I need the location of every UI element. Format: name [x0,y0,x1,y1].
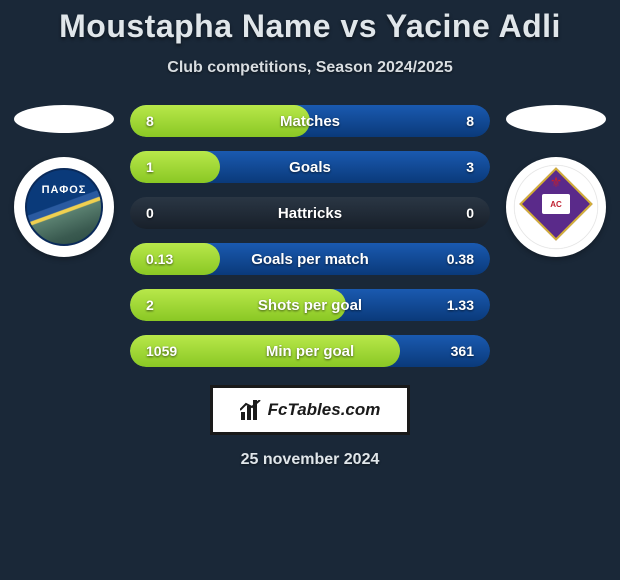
stat-row: 0Hattricks0 [130,197,490,229]
date-text: 25 november 2024 [241,451,380,469]
stat-label: Hattricks [130,205,490,222]
club-badge-left: ΠΑΦΟΣ [14,157,114,257]
fiorentina-ac-text: AC [542,194,570,214]
stat-value-right: 8 [466,113,474,129]
stat-value-right: 3 [466,159,474,175]
stat-row: 1Goals3 [130,151,490,183]
stat-label: Shots per goal [130,297,490,314]
stat-value-right: 1.33 [447,297,474,313]
club-badge-right: ⚜ AC [506,157,606,257]
page-title: Moustapha Name vs Yacine Adli [0,8,620,45]
pafos-badge-inner: ΠΑΦΟΣ [25,168,103,246]
footer: FcTables.com 25 november 2024 [0,385,620,469]
stat-value-right: 361 [451,343,474,359]
stat-row: 2Shots per goal1.33 [130,289,490,321]
stat-label: Min per goal [130,343,490,360]
bar-chart-icon [240,400,262,420]
comparison-card: Moustapha Name vs Yacine Adli Club compe… [0,0,620,580]
stat-row: 0.13Goals per match0.38 [130,243,490,275]
stat-label: Goals [130,159,490,176]
stats-column: 8Matches8 1Goals3 0Hattricks0 0.13Goals per… [130,105,490,367]
brand-text: FcTables.com [268,400,381,420]
stat-row: 8Matches8 [130,105,490,137]
player-left-photo-placeholder [14,105,114,133]
stat-label: Matches [130,113,490,130]
subtitle: Club competitions, Season 2024/2025 [0,59,620,77]
fiorentina-badge-inner: ⚜ AC [527,172,585,242]
main-row: ΠΑΦΟΣ 8Matches8 1Goals3 0Hattricks0 0.13Goa… [0,105,620,367]
player-left-column: ΠΑΦΟΣ [14,105,114,257]
stat-row: 1059Min per goal361 [130,335,490,367]
brand-badge: FcTables.com [210,385,410,435]
stat-value-right: 0 [466,205,474,221]
fleur-de-lis-icon: ⚜ [550,174,563,191]
player-right-photo-placeholder [506,105,606,133]
stat-label: Goals per match [130,251,490,268]
stat-value-right: 0.38 [447,251,474,267]
player-right-column: ⚜ AC [506,105,606,257]
pafos-badge-text: ΠΑΦΟΣ [42,184,87,196]
